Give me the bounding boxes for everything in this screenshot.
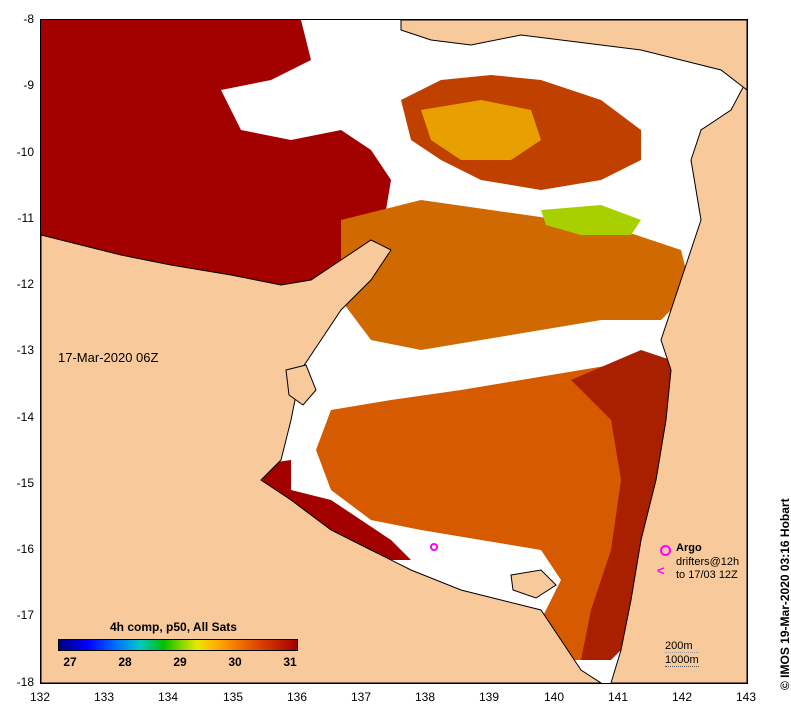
sst-colorbar	[58, 639, 298, 651]
lon-tick-label: 139	[478, 690, 500, 704]
colorbar-label: 27	[63, 655, 77, 669]
sst-gulf	[316, 360, 681, 660]
argo-legend-icon	[660, 545, 671, 556]
lon-tick-label: 142	[671, 690, 693, 704]
sst-center	[341, 200, 691, 350]
sst-warm-patch	[421, 100, 541, 160]
lat-tick-label: -16	[16, 542, 34, 556]
argo-marker	[430, 543, 438, 551]
depth-200-label: 200m	[665, 640, 693, 652]
sst-green-patch	[541, 205, 641, 235]
land-new-guinea	[400, 20, 747, 91]
drifters-legend-icon: <	[657, 563, 665, 578]
lat-tick-label: -12	[16, 277, 34, 291]
drifters-legend-label-2: to 17/03 12Z	[676, 569, 738, 581]
lon-tick-label: 135	[222, 690, 244, 704]
land-mornington-island	[510, 569, 557, 599]
credit-label: © IMOS 19-Mar-2020 03:16 Hobart	[778, 498, 791, 690]
land-groote-eylandt	[285, 364, 317, 406]
colorbar-label: 30	[228, 655, 242, 669]
sst-map	[41, 20, 747, 683]
date-stamp: 17-Mar-2020 06Z	[58, 350, 159, 365]
colorbar-label: 31	[283, 655, 297, 669]
colorbar-title: 4h comp, p50, All Sats	[110, 620, 237, 634]
colorbar-label: 28	[118, 655, 132, 669]
lon-tick-label: 141	[607, 690, 629, 704]
argo-legend-label: Argo	[676, 542, 702, 554]
drifters-legend-label: drifters@12h	[676, 556, 740, 568]
lon-tick-label: 132	[29, 690, 51, 704]
lat-tick-label: -15	[16, 476, 34, 490]
lat-tick-label: -13	[16, 343, 34, 357]
lon-tick-label: 140	[543, 690, 565, 704]
lon-tick-label: 143	[735, 690, 757, 704]
lat-tick-label: -11	[17, 211, 34, 225]
lat-tick-label: -10	[16, 145, 34, 159]
land-arnhem-land	[41, 234, 602, 683]
lon-tick-label: 136	[286, 690, 308, 704]
lat-tick-label: -18	[16, 675, 34, 689]
sst-northwest	[41, 20, 391, 290]
lon-tick-label: 133	[93, 690, 115, 704]
depth-1000-label: 1000m	[665, 654, 699, 666]
lon-tick-label: 134	[157, 690, 179, 704]
lat-tick-label: -14	[16, 410, 34, 424]
lat-tick-label: -9	[23, 78, 34, 92]
sst-southwest	[256, 460, 411, 560]
map-frame	[40, 19, 748, 684]
land-cape-york	[610, 79, 747, 683]
depth-1000-line	[665, 666, 699, 667]
depth-200-line	[665, 652, 699, 653]
lon-tick-label: 138	[414, 690, 436, 704]
lon-tick-label: 137	[350, 690, 372, 704]
lat-tick-label: -8	[23, 12, 34, 26]
colorbar-label: 29	[173, 655, 187, 669]
lat-tick-label: -17	[16, 608, 34, 622]
